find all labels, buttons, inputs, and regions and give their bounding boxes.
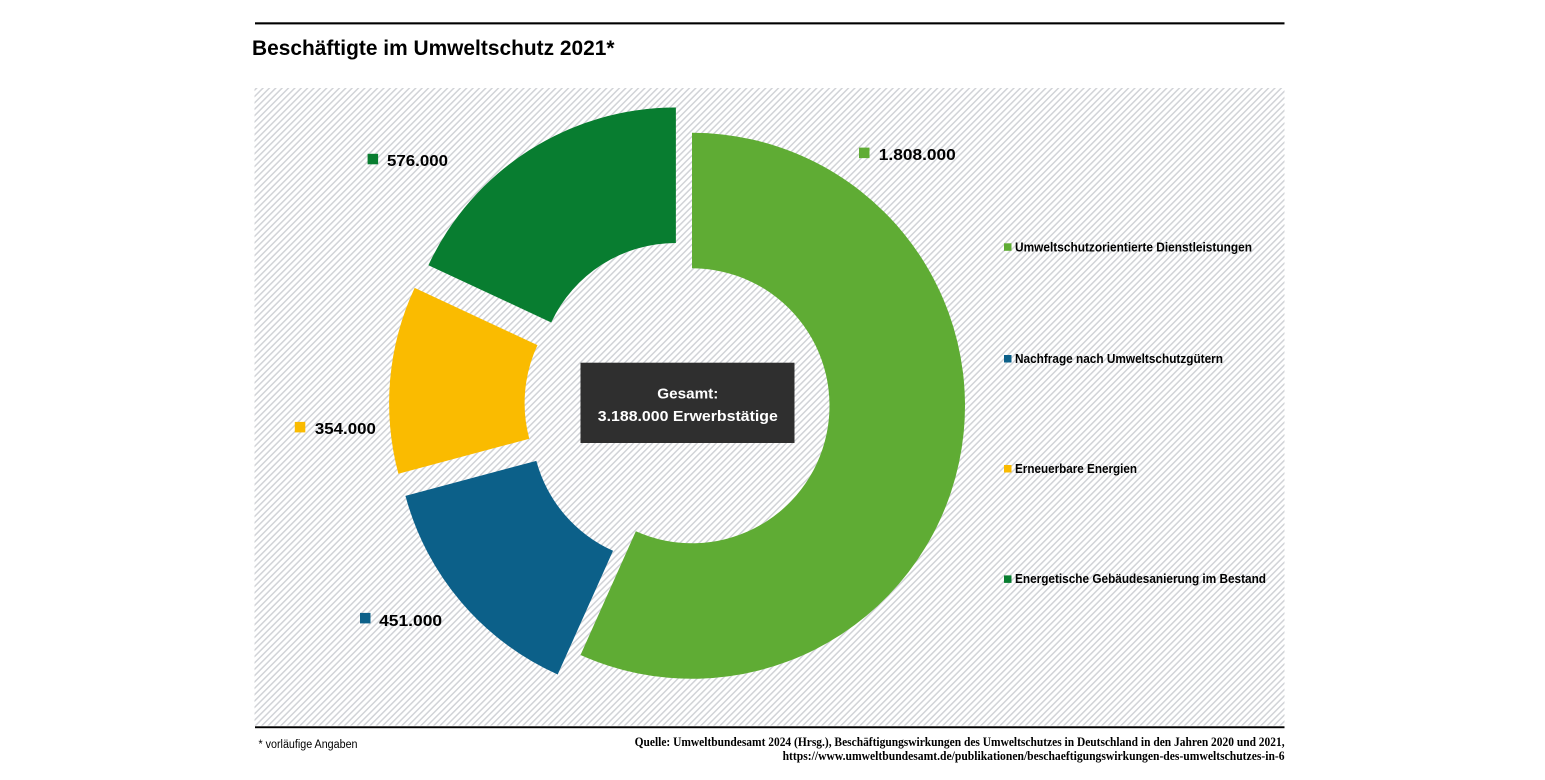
svg-text:Beschäftigte im Umweltschutz 2: Beschäftigte im Umweltschutz 2021* bbox=[252, 36, 615, 60]
svg-text:1.808.000: 1.808.000 bbox=[879, 147, 956, 164]
svg-text:Quelle: Umweltbundesamt 2024 (: Quelle: Umweltbundesamt 2024 (Hrsg.), Be… bbox=[635, 735, 1285, 749]
svg-text:Gesamt:: Gesamt: bbox=[657, 386, 718, 403]
svg-text:576.000: 576.000 bbox=[387, 153, 448, 170]
svg-text:https://www.umweltbundesamt.de: https://www.umweltbundesamt.de/publikati… bbox=[783, 749, 1285, 763]
svg-text:451.000: 451.000 bbox=[379, 613, 442, 630]
svg-text:* vorläufige Angaben: * vorläufige Angaben bbox=[259, 739, 358, 751]
svg-text:Energetische Gebäudesanierung: Energetische Gebäudesanierung im Bestand bbox=[1015, 572, 1266, 586]
svg-text:Umweltschutzorientierte Dienst: Umweltschutzorientierte Dienstleistungen bbox=[1015, 241, 1252, 255]
svg-text:Nachfrage nach Umweltschutzgüt: Nachfrage nach Umweltschutzgütern bbox=[1015, 352, 1223, 366]
svg-text:3.188.000 Erwerbstätige: 3.188.000 Erwerbstätige bbox=[598, 408, 778, 425]
svg-text:Erneuerbare Energien: Erneuerbare Energien bbox=[1015, 462, 1137, 476]
svg-text:354.000: 354.000 bbox=[315, 421, 376, 438]
